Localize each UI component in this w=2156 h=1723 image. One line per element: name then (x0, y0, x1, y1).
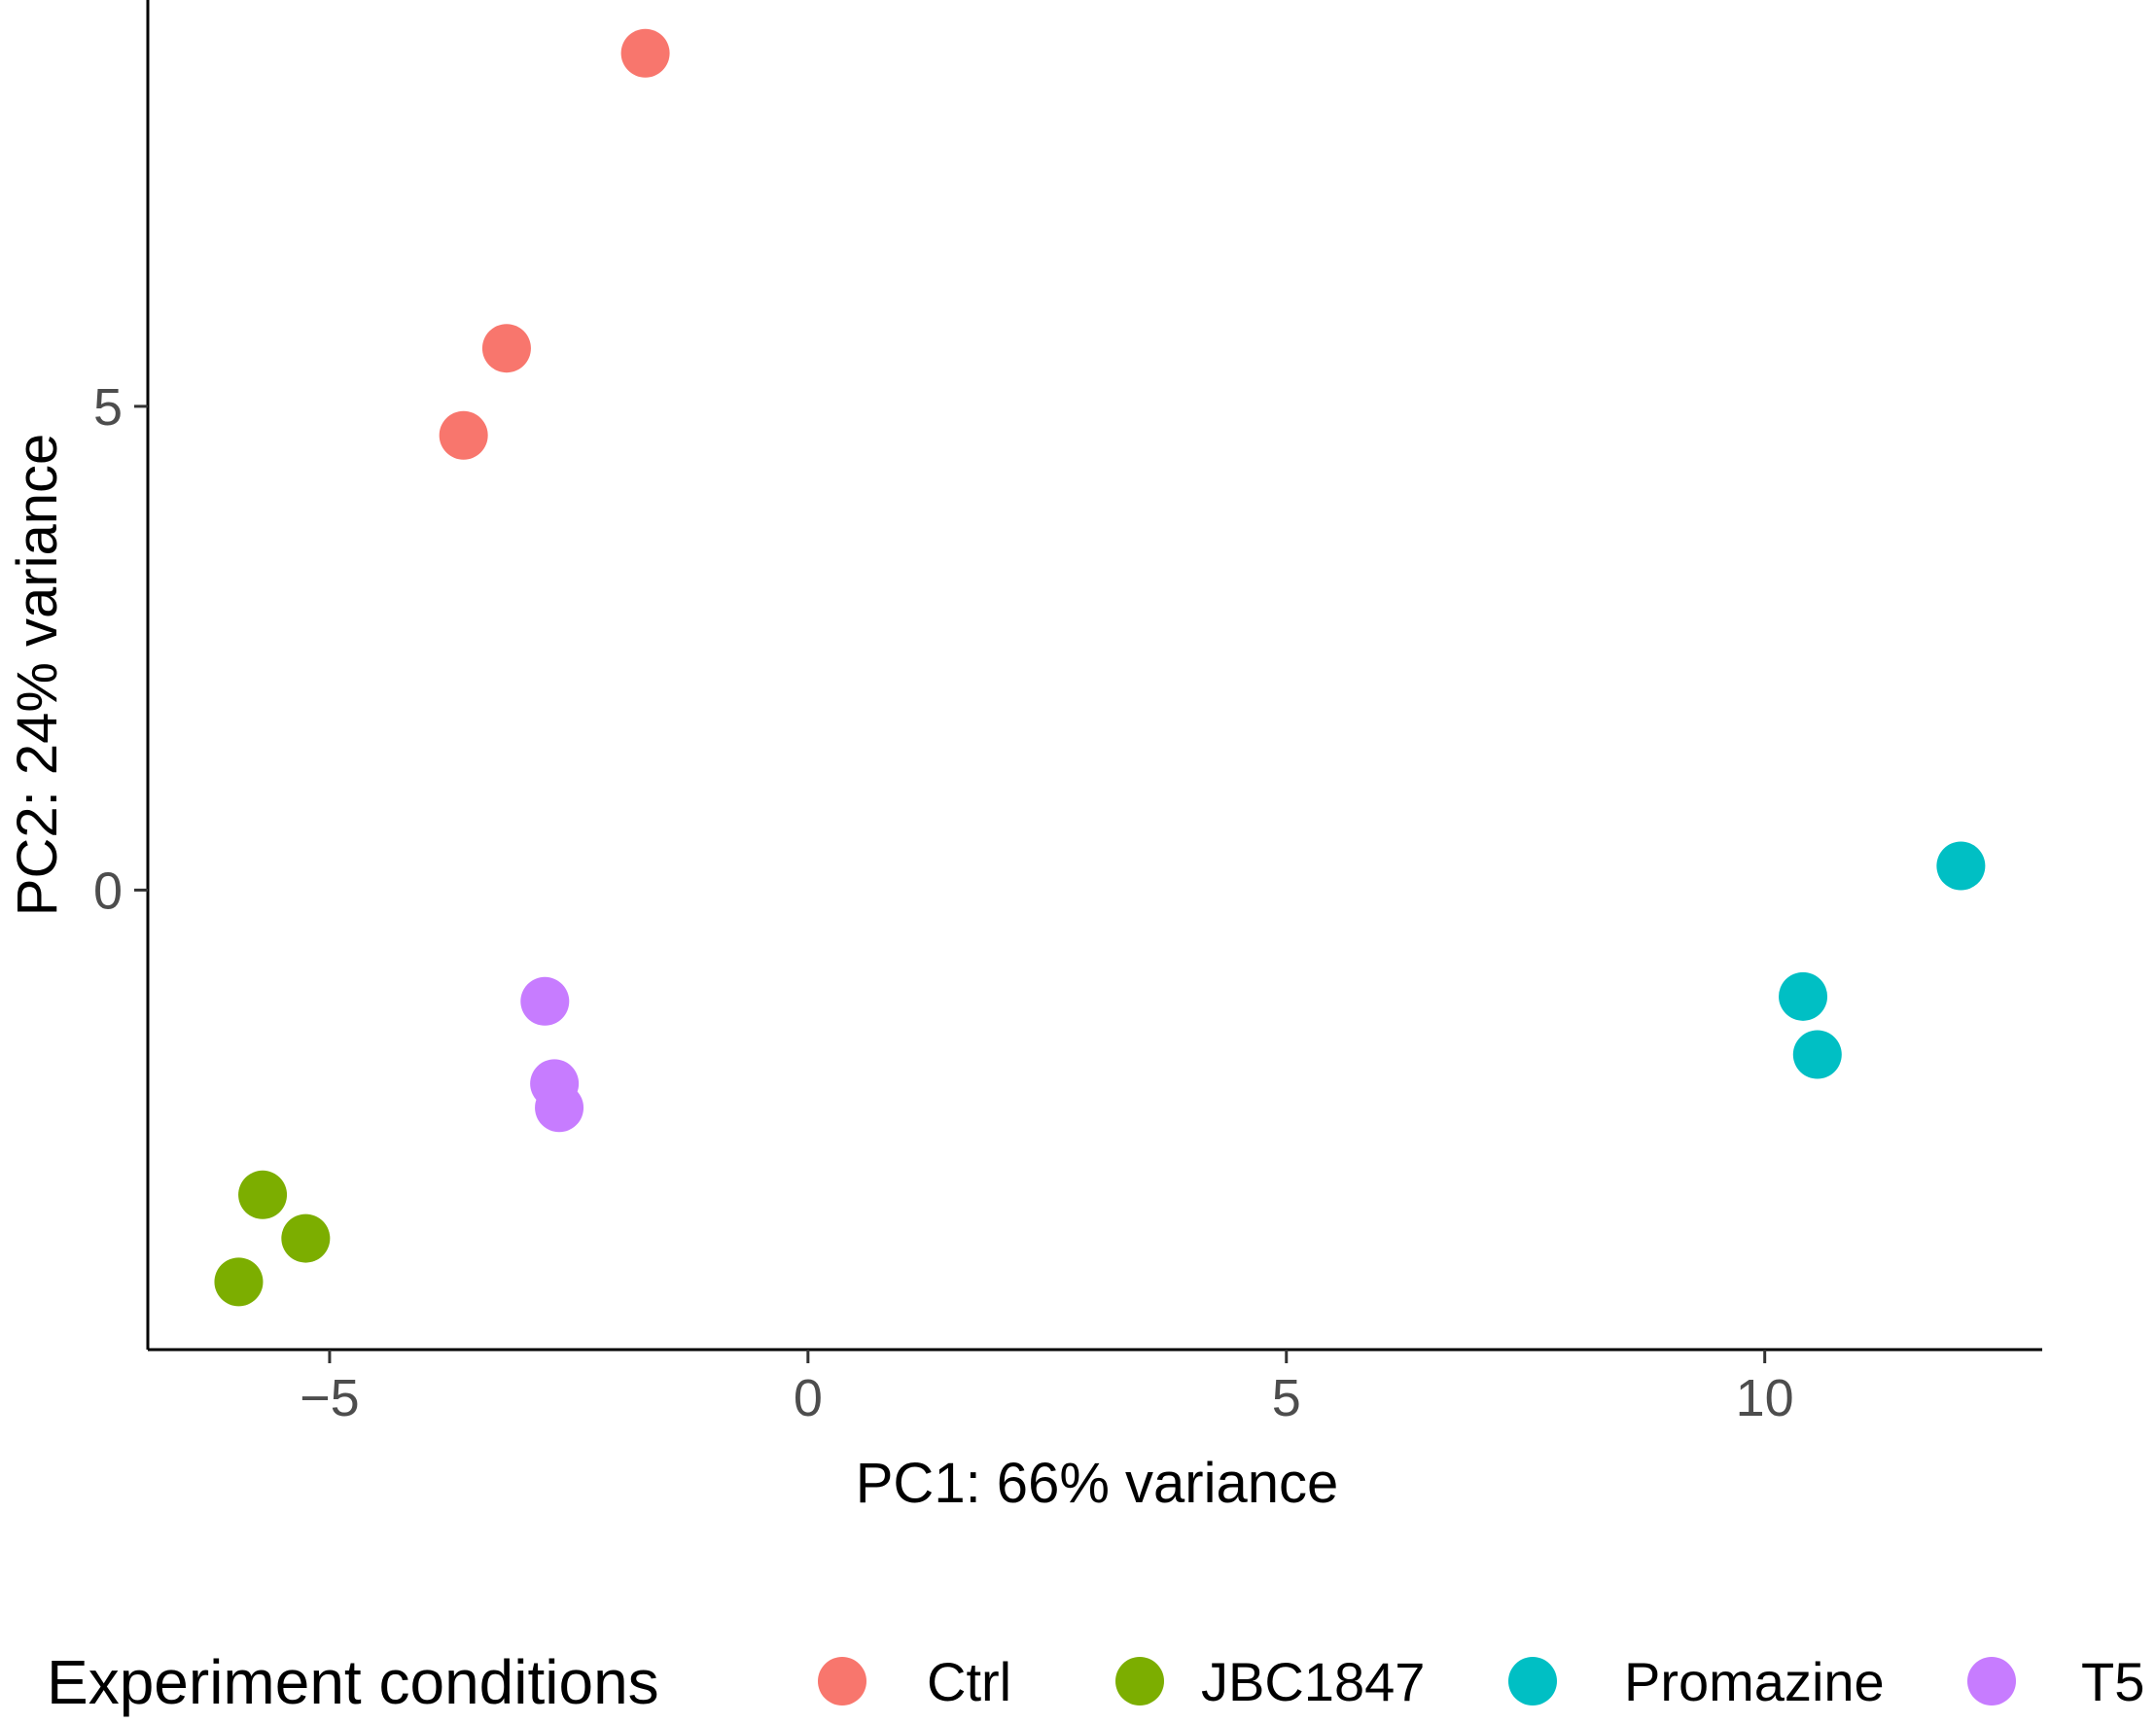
legend-key-jbc1847 (1115, 1657, 1164, 1705)
point-ctrl-2 (481, 324, 531, 373)
x-tick-label: 10 (1736, 1369, 1794, 1427)
point-ctrl-1 (620, 28, 670, 78)
point-promazine-1 (1936, 841, 1986, 891)
point-promazine-2 (1779, 971, 1828, 1021)
legend-key-promazine (1508, 1657, 1557, 1705)
y-tick-label: 0 (93, 862, 123, 920)
point-promazine-3 (1792, 1030, 1842, 1079)
point-t5-3 (535, 1083, 584, 1133)
y-tick-label: 5 (93, 378, 123, 437)
legend-label-jbc1847: JBC1847 (1201, 1651, 1425, 1712)
x-axis-title: PC1: 66% variance (856, 1452, 1338, 1515)
data-points (214, 28, 1986, 1307)
x-tick-label: 0 (794, 1369, 823, 1427)
point-ctrl-3 (439, 410, 488, 460)
legend: Experiment conditions Ctrl JBC1847 Promazi… (47, 1647, 2144, 1717)
legend-key-ctrl (818, 1657, 866, 1705)
axis-ticks: −5 0 5 10 0 5 (93, 378, 1794, 1427)
legend-key-t5 (1967, 1657, 2016, 1705)
x-tick-label: −5 (300, 1369, 360, 1427)
point-jbc1847-2 (281, 1213, 331, 1263)
x-tick-label: 5 (1272, 1369, 1301, 1427)
y-axis-title: PC2: 24% variance (6, 434, 69, 916)
point-jbc1847-3 (214, 1257, 264, 1307)
legend-label-ctrl: Ctrl (927, 1651, 1011, 1712)
point-jbc1847-1 (238, 1170, 288, 1219)
legend-title: Experiment conditions (47, 1647, 659, 1717)
legend-label-promazine: Promazine (1624, 1651, 1885, 1712)
point-t5-1 (520, 976, 570, 1026)
legend-label-t5: T5 (2081, 1651, 2144, 1712)
